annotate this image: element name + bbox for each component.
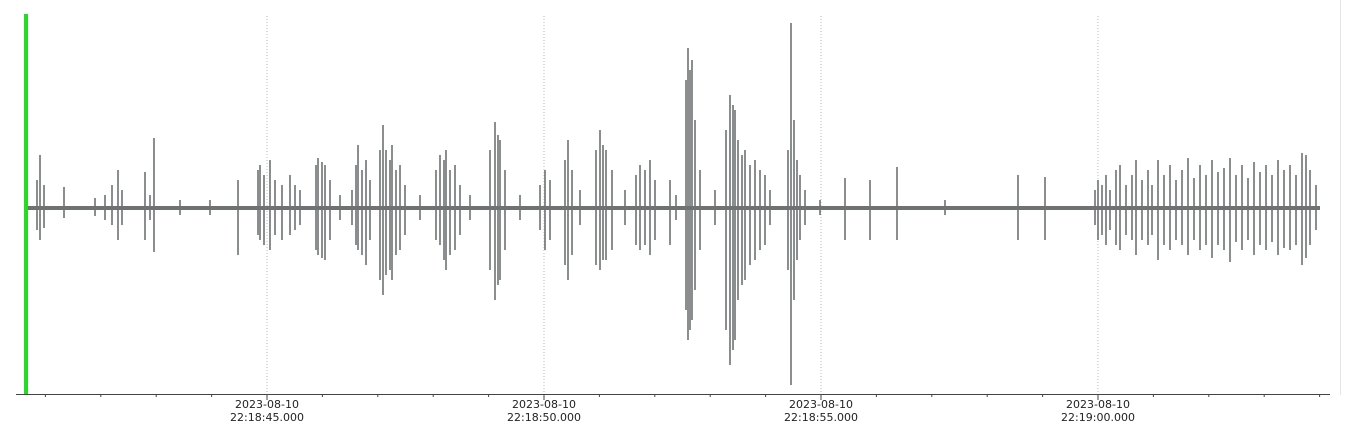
- tick-time: 22:18:50.000: [507, 411, 581, 424]
- waveform: [36, 23, 1317, 385]
- tick-date: 2023-08-10: [512, 398, 576, 411]
- tick-date: 2023-08-10: [789, 398, 853, 411]
- tick-time: 22:19:00.000: [1061, 411, 1135, 424]
- tick-time: 22:18:45.000: [230, 411, 304, 424]
- waveform-baseline: [28, 206, 1320, 210]
- tick-date: 2023-08-10: [1066, 398, 1130, 411]
- axis-ticks: 2023-08-1022:18:45.0002023-08-1022:18:50…: [44, 394, 1321, 424]
- tick-date: 2023-08-10: [235, 398, 299, 411]
- tick-time: 22:18:55.000: [784, 411, 858, 424]
